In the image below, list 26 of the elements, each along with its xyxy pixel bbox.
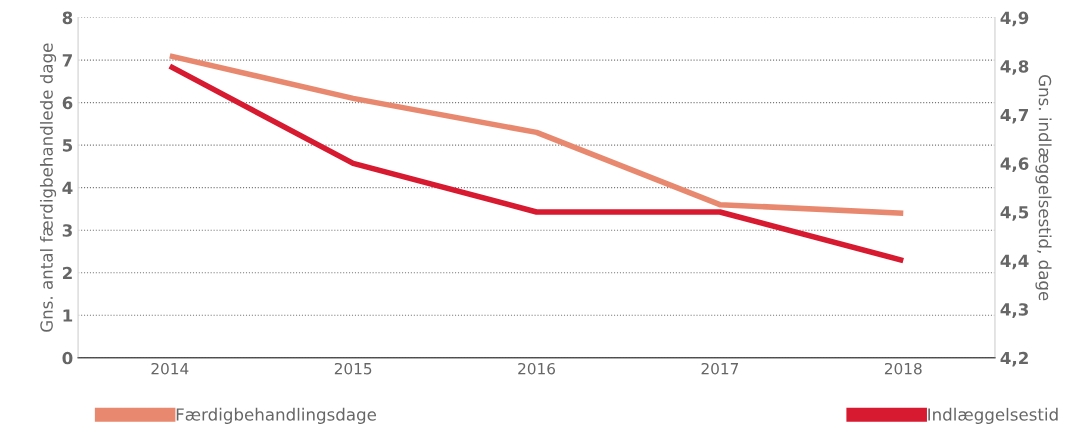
y-tick-label: 8: [62, 11, 73, 25]
y-tick-label: 5: [62, 139, 73, 152]
y2-axis-title: Gns. indlæggelsestid, dage: [1035, 75, 1052, 301]
y-axis-title: Gns. antal færdigbehandlede dage: [39, 43, 57, 332]
y-tick-label: 6: [62, 96, 73, 110]
y-tick-label: 3: [62, 224, 72, 237]
y-tick-label: 1: [63, 309, 73, 322]
y2-tick-label: 4,7: [1000, 108, 1029, 124]
x-tick-label: 2014: [151, 362, 189, 375]
y-tick-label: 7: [62, 54, 72, 67]
y2-tick-label: 4,8: [1000, 60, 1029, 75]
y2-tick-label: 4,2: [1000, 351, 1028, 367]
y-tick-label: 0: [62, 351, 73, 365]
x-tick-label: 2017: [701, 362, 739, 375]
y2-tick-label: 4,6: [1000, 157, 1029, 173]
y-tick-label: 4: [62, 181, 73, 194]
legend-label: Færdigbehandlingsdage: [176, 407, 377, 424]
x-tick-label: 2018: [884, 362, 922, 375]
x-tick-label: 2016: [518, 362, 556, 375]
x-tick-label: 2015: [334, 362, 372, 375]
y2-tick-label: 4,4: [1000, 254, 1029, 270]
y-tick-label: 2: [62, 266, 72, 280]
y2-tick-label: 4,5: [1000, 206, 1029, 221]
y2-tick-label: 4,3: [1000, 303, 1029, 318]
legend-label: Indlæggelsestid: [928, 407, 1058, 424]
y2-tick-label: 4,9: [1000, 11, 1029, 27]
